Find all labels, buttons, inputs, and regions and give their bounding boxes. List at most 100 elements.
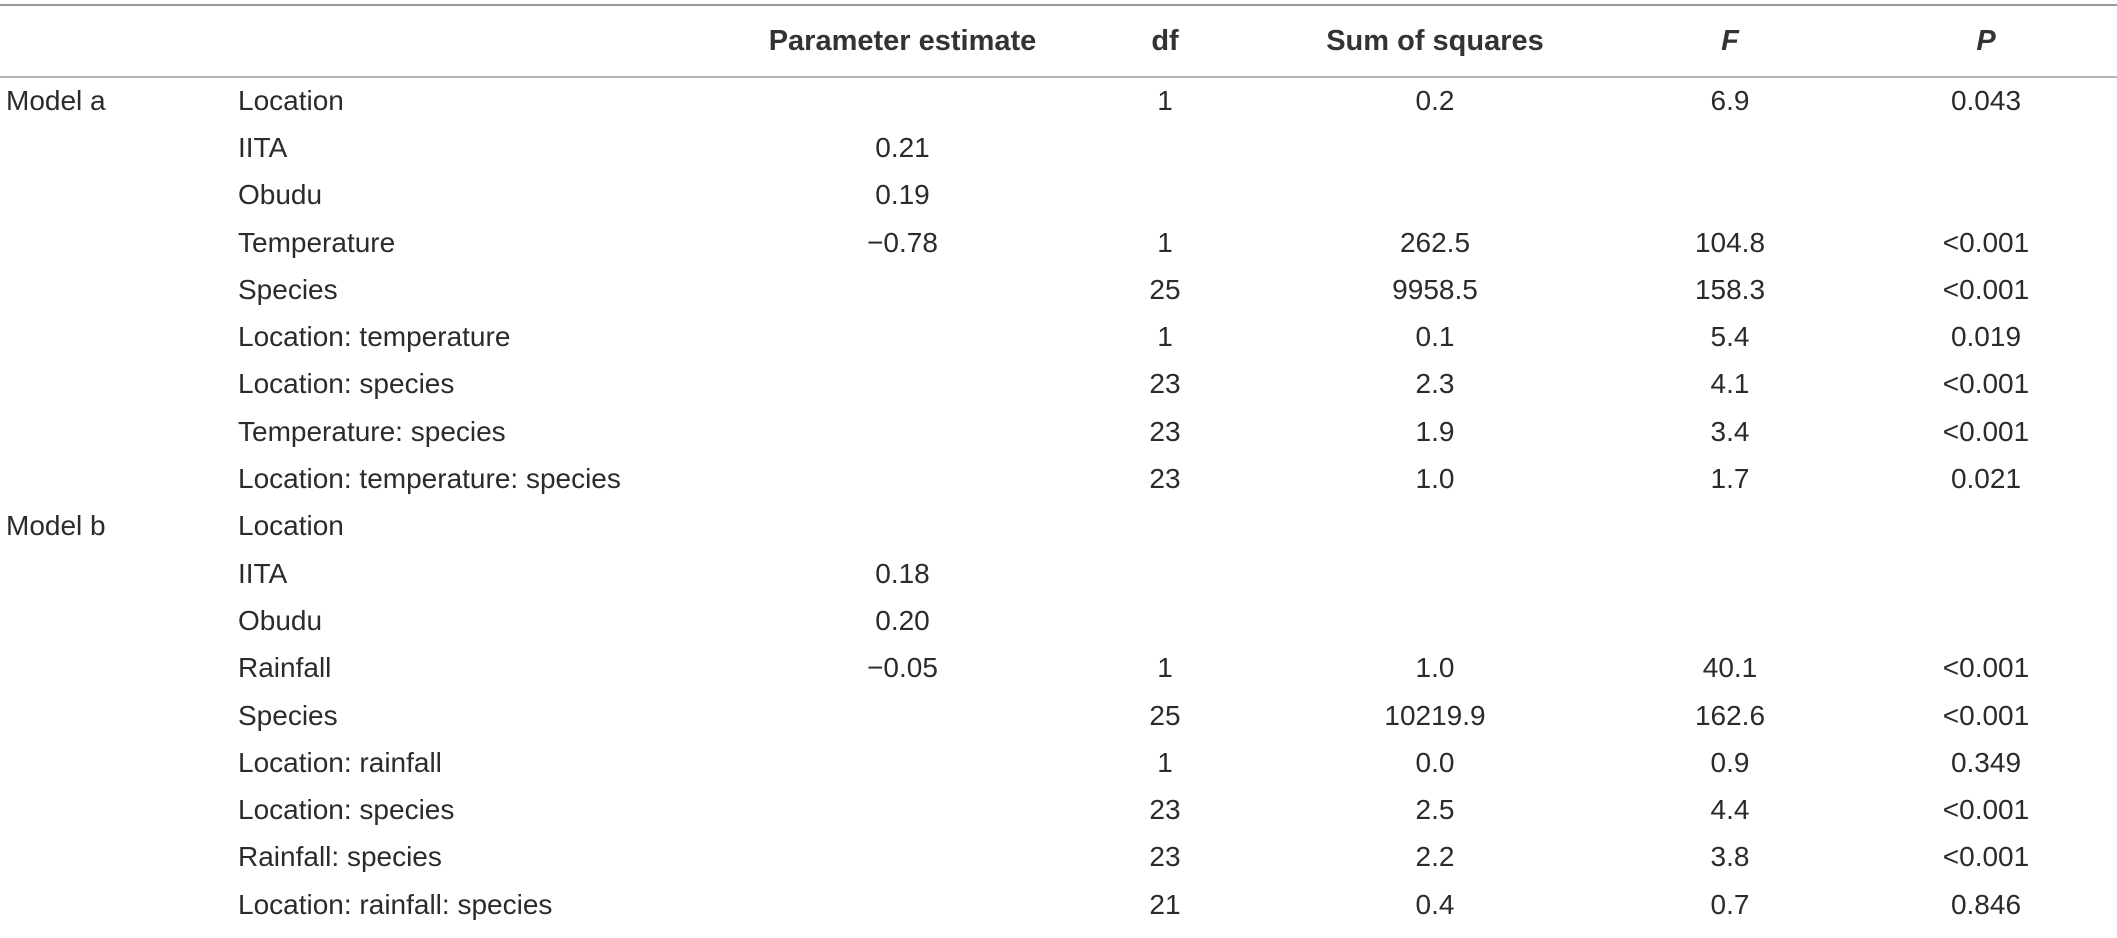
cell-term: Species (238, 699, 338, 731)
cell-term: Location: rainfall (238, 746, 442, 778)
cell-term: Obudu (238, 604, 323, 636)
header-parameter-estimate: Parameter estimate (768, 24, 1037, 57)
table-row: Model a Location 1 0.2 6.9 0.043 (0, 77, 2117, 124)
cell-parameter-estimate (740, 313, 1065, 360)
cell-df (1065, 597, 1265, 644)
cell-parameter-estimate (740, 739, 1065, 786)
cell-f: 6.9 (1710, 85, 1750, 117)
cell-term: Obudu (238, 179, 323, 211)
cell-term: Location (238, 510, 344, 542)
cell-model (0, 124, 220, 171)
table-row: Rainfall: species 23 2.2 3.8 <0.001 (0, 834, 2117, 881)
cell-term: Temperature: species (238, 415, 506, 447)
cell-model (0, 786, 220, 833)
cell-f: 5.4 (1710, 321, 1750, 353)
table-row: IITA 0.21 (0, 124, 2117, 171)
cell-model (0, 455, 220, 502)
cell-sum-of-squares: 0.1 (1415, 321, 1455, 353)
table-row: Species 25 10219.9 162.6 <0.001 (0, 692, 2117, 739)
table-row: Obudu 0.20 (0, 597, 2117, 644)
cell-df: 23 (1149, 463, 1181, 495)
cell-sum-of-squares: 0.0 (1415, 746, 1455, 778)
cell-f: 4.1 (1710, 368, 1750, 400)
cell-p: 0.349 (1950, 746, 2022, 778)
cell-df: 25 (1149, 273, 1181, 305)
cell-f: 0.7 (1710, 888, 1750, 920)
cell-p: <0.001 (1942, 415, 2030, 447)
cell-p (1855, 597, 2117, 644)
cell-model (0, 550, 220, 597)
cell-term: Location (238, 85, 344, 117)
cell-f: 1.7 (1710, 463, 1750, 495)
cell-sum-of-squares: 1.9 (1415, 415, 1455, 447)
cell-model: Model a (6, 85, 106, 117)
cell-f: 162.6 (1694, 699, 1766, 731)
cell-model (0, 881, 220, 928)
cell-p: 0.043 (1950, 85, 2022, 117)
header-term (220, 5, 740, 77)
cell-f (1605, 503, 1855, 550)
cell-p (1855, 124, 2117, 171)
anova-table: Parameter estimate df Sum of squares F P… (0, 4, 2117, 928)
header-row: Parameter estimate df Sum of squares F P (0, 5, 2117, 77)
cell-model (0, 172, 220, 219)
cell-sum-of-squares (1265, 172, 1605, 219)
header-df: df (1151, 24, 1179, 57)
table-row: Rainfall −0.05 1 1.0 40.1 <0.001 (0, 645, 2117, 692)
cell-f (1605, 597, 1855, 644)
cell-parameter-estimate: −0.78 (867, 226, 938, 258)
cell-f: 40.1 (1702, 652, 1758, 684)
cell-term: Location: temperature: species (238, 463, 621, 495)
cell-sum-of-squares (1265, 503, 1605, 550)
cell-sum-of-squares: 9958.5 (1392, 273, 1478, 305)
table-row: IITA 0.18 (0, 550, 2117, 597)
cell-df: 21 (1149, 888, 1181, 920)
cell-p: <0.001 (1942, 841, 2030, 873)
cell-parameter-estimate: 0.21 (875, 131, 930, 163)
cell-sum-of-squares: 0.4 (1415, 888, 1455, 920)
cell-model (0, 645, 220, 692)
cell-parameter-estimate (740, 77, 1065, 124)
table-row: Species 25 9958.5 158.3 <0.001 (0, 266, 2117, 313)
cell-f: 3.4 (1710, 415, 1750, 447)
cell-f (1605, 550, 1855, 597)
cell-df (1065, 503, 1265, 550)
cell-term: Location: species (238, 794, 455, 826)
cell-f: 4.4 (1710, 794, 1750, 826)
cell-sum-of-squares: 2.2 (1415, 841, 1455, 873)
cell-model (0, 219, 220, 266)
cell-p: 0.021 (1950, 463, 2022, 495)
cell-term: Rainfall (238, 652, 332, 684)
cell-parameter-estimate: −0.05 (867, 652, 938, 684)
cell-p (1855, 550, 2117, 597)
cell-p: <0.001 (1942, 226, 2030, 258)
cell-df: 23 (1149, 841, 1181, 873)
cell-term: Temperature (238, 226, 396, 258)
cell-sum-of-squares (1265, 124, 1605, 171)
cell-f: 0.9 (1710, 746, 1750, 778)
cell-model (0, 692, 220, 739)
cell-p (1855, 503, 2117, 550)
cell-df (1065, 172, 1265, 219)
cell-parameter-estimate (740, 786, 1065, 833)
cell-term: Species (238, 273, 338, 305)
cell-term: Location: rainfall: species (238, 888, 553, 920)
table-body: Model a Location 1 0.2 6.9 0.043 IITA 0.21 Obudu… (0, 77, 2117, 928)
cell-df: 25 (1149, 699, 1181, 731)
cell-model: Model b (6, 510, 106, 542)
cell-model (0, 739, 220, 786)
cell-df (1065, 550, 1265, 597)
cell-f (1605, 172, 1855, 219)
cell-model (0, 361, 220, 408)
header-sum-of-squares: Sum of squares (1326, 24, 1544, 57)
cell-parameter-estimate (740, 408, 1065, 455)
cell-model (0, 834, 220, 881)
table-row: Location: species 23 2.5 4.4 <0.001 (0, 786, 2117, 833)
cell-p: <0.001 (1942, 794, 2030, 826)
cell-f: 3.8 (1710, 841, 1750, 873)
cell-df (1065, 124, 1265, 171)
header-p: P (1976, 24, 1996, 57)
cell-term: IITA (238, 557, 288, 589)
cell-p: 0.846 (1950, 888, 2022, 920)
cell-p: <0.001 (1942, 368, 2030, 400)
